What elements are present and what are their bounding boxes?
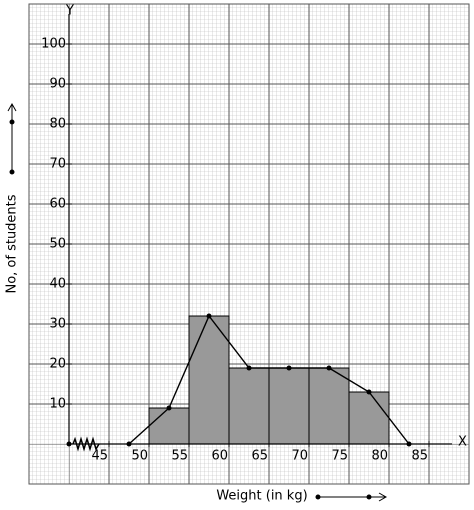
polygon-point <box>326 365 332 371</box>
x-tick-label: 50 <box>131 449 148 464</box>
x-tick-label: 70 <box>291 449 308 464</box>
polygon-point <box>166 405 172 411</box>
frequency-polygon <box>128 314 410 445</box>
y-tick-label: 20 <box>49 357 66 372</box>
x-tick-label: 65 <box>251 449 268 464</box>
bar <box>268 367 310 445</box>
y-axis-label: No, of students <box>5 194 20 293</box>
polygon-point <box>246 365 252 371</box>
y-tick-label: 60 <box>49 197 66 212</box>
x-tick-label: 55 <box>171 449 188 464</box>
y-axis-letter: Y <box>65 4 74 19</box>
x-tick-label: 85 <box>411 449 428 464</box>
x-axis-label: Weight (in kg) <box>216 489 307 504</box>
polygon-point <box>206 313 212 319</box>
bar <box>348 391 390 445</box>
arrow-decoration <box>7 102 388 502</box>
bar <box>228 367 270 445</box>
x-tick-label: 60 <box>211 449 228 464</box>
y-tick-label: 80 <box>49 117 66 132</box>
y-tick-label: 70 <box>49 157 66 172</box>
bar <box>308 367 350 445</box>
y-tick-label: 90 <box>49 77 66 92</box>
x-tick-label: 45 <box>91 449 108 464</box>
bar <box>188 315 230 445</box>
axis-break <box>72 436 100 452</box>
y-tick-label: 10 <box>49 397 66 412</box>
x-tick-label: 80 <box>371 449 388 464</box>
polygon-point <box>366 389 372 395</box>
y-tick-label: 50 <box>49 237 66 252</box>
origin-dot <box>66 441 72 447</box>
bar <box>148 407 190 445</box>
x-tick-label: 75 <box>331 449 348 464</box>
polygon-point <box>286 365 292 371</box>
y-tick-label: 100 <box>41 37 66 52</box>
plot <box>29 4 469 484</box>
x-axis-letter: X <box>458 435 467 450</box>
y-tick-label: 40 <box>49 277 66 292</box>
y-tick-label: 30 <box>49 317 66 332</box>
